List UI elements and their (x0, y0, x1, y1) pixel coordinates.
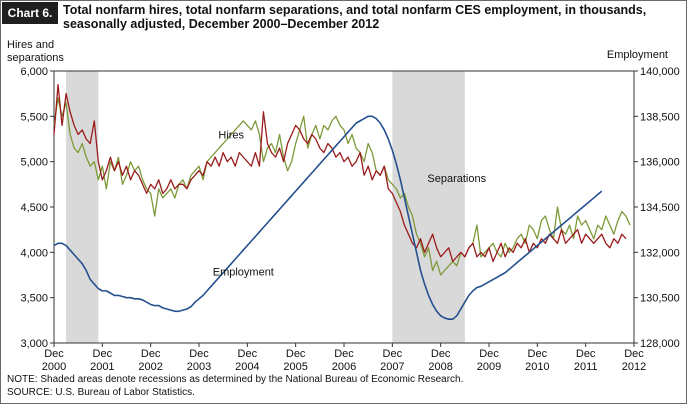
left-tick-label: 5,500 (20, 111, 48, 123)
x-tick-label-year: 2002 (138, 361, 162, 373)
chart-number-badge: Chart 6. (2, 2, 58, 24)
x-tick-label-year: 2001 (90, 361, 114, 373)
recession-band-1 (66, 71, 99, 343)
x-tick-label-month: Dec (624, 348, 644, 360)
left-tick-label: 5,000 (20, 157, 48, 169)
recession-shading-group (66, 71, 465, 343)
x-tick-label-year: 2005 (283, 361, 307, 373)
x-tick-label-month: Dec (576, 348, 596, 360)
x-tick-label-year: 2004 (235, 361, 259, 373)
left-tick-label: 6,000 (20, 66, 48, 78)
right-tick-label: 136,000 (640, 157, 680, 169)
x-tick-label-year: 2009 (477, 361, 501, 373)
x-tick-label-month: Dec (528, 348, 548, 360)
axes-group: 3,000 3,500 4,000 4,500 5,000 5,500 6,000 128,0… (7, 39, 680, 373)
x-tick-label-year: 2008 (428, 361, 452, 373)
employment-annotation-label: Employment (213, 266, 274, 278)
note-text: NOTE: Shaded areas denote recessions as … (7, 374, 464, 385)
recession-band-2 (392, 71, 465, 343)
x-tick-label-month: Dec (286, 348, 306, 360)
x-tick-label-month: Dec (334, 348, 354, 360)
separations-series-line (53, 83, 627, 263)
left-axis-title-line2: separations (7, 52, 64, 64)
right-tick-label: 132,000 (640, 247, 680, 259)
x-tick-label-month: Dec (189, 348, 209, 360)
plot-border (53, 70, 635, 344)
x-tick-label-year: 2012 (622, 361, 646, 373)
left-tick-label: 3,500 (20, 293, 48, 305)
right-tick-label: 130,500 (640, 293, 680, 305)
chart-title: Total nonfarm hires, total nonfarm separ… (63, 3, 647, 31)
left-tick-label: 4,000 (20, 247, 48, 259)
right-tick-label: 128,000 (640, 338, 680, 350)
x-tick-label-month: Dec (238, 348, 258, 360)
x-tick-label-month: Dec (93, 348, 113, 360)
right-tick-label: 140,000 (640, 66, 680, 78)
left-tick-label: 4,500 (20, 202, 48, 214)
left-axis-title-line1: Hires and (7, 39, 54, 51)
x-tick-label-month: Dec (44, 348, 64, 360)
x-tick-label-year: 2007 (380, 361, 404, 373)
hires-series-line (53, 97, 631, 276)
series-group (53, 83, 631, 321)
employment-series-line (53, 115, 603, 321)
x-tick-label-year: 2003 (187, 361, 211, 373)
left-tick-label: 3,000 (20, 338, 48, 350)
chart-notes: NOTE: Shaded areas denote recessions as … (7, 373, 463, 399)
right-tick-label: 134,500 (640, 202, 680, 214)
x-tick-label-month: Dec (479, 348, 499, 360)
x-tick-label-year: 2000 (42, 361, 66, 373)
x-tick-label-month: Dec (383, 348, 403, 360)
x-tick-label-year: 2006 (332, 361, 356, 373)
right-axis-title: Employment (607, 49, 668, 61)
right-tick-label: 138,500 (640, 111, 680, 123)
separations-annotation-label: Separations (427, 173, 486, 185)
x-tick-label-month: Dec (431, 348, 451, 360)
source-text: SOURCE: U.S. Bureau of Labor Statistics. (7, 387, 195, 398)
labels-group: Hires Separations Employment (213, 129, 487, 278)
chart-header: Chart 6. Total nonfarm hires, total nonf… (2, 2, 685, 34)
hires-annotation-label: Hires (218, 129, 244, 141)
x-tick-label-month: Dec (141, 348, 161, 360)
x-tick-label-year: 2011 (574, 361, 598, 373)
x-tick-label-year: 2010 (525, 361, 549, 373)
